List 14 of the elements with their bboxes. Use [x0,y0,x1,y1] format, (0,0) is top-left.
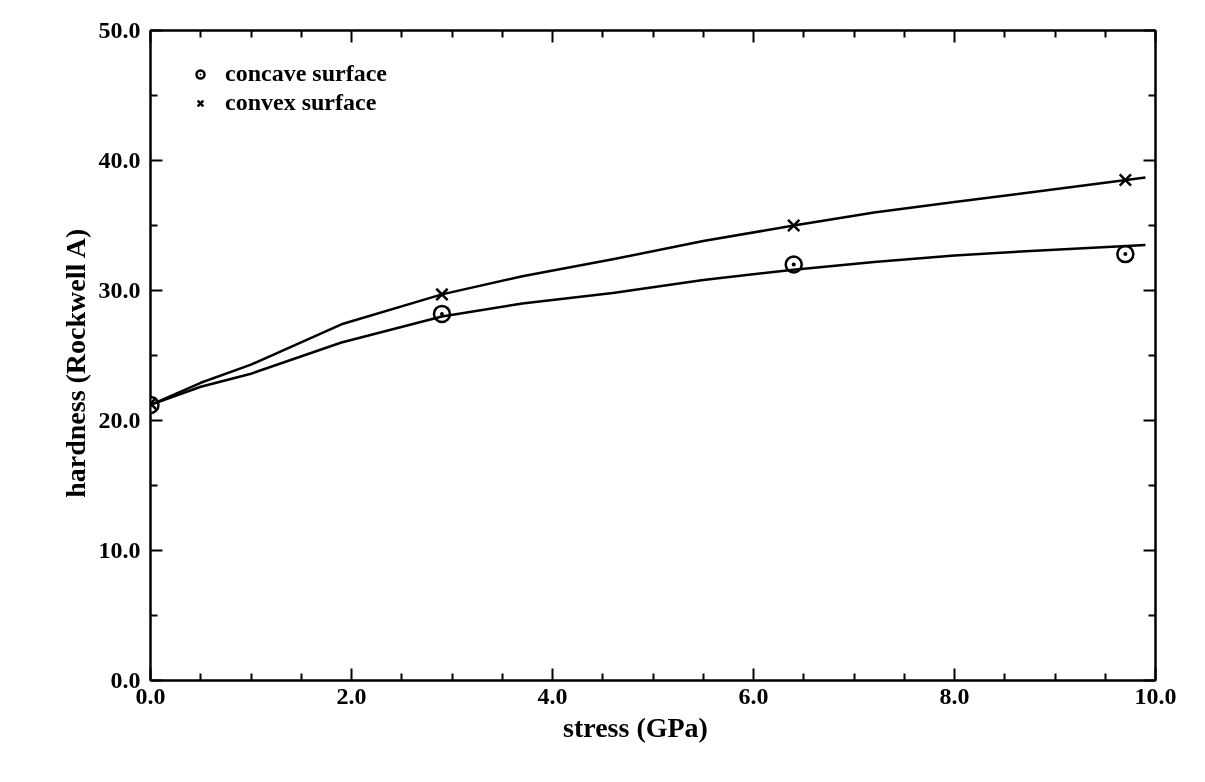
x-tick-label: 6.0 [738,682,769,709]
x-tick-label: 2.0 [336,682,367,709]
legend-label: concave surface [225,60,387,87]
legend-label: convex surface [225,89,377,116]
y-tick-label: 50.0 [98,17,141,43]
x-tick-label: 4.0 [537,682,568,709]
y-tick-label: 10.0 [98,537,141,563]
x-axis-title: stress (GPa) [563,711,708,743]
y-axis-title: hardness (Rockwell A) [59,228,91,498]
y-tick-label: 20.0 [98,407,141,433]
y-tick-label: 40.0 [98,147,141,173]
x-tick-label: 10.0 [1134,682,1177,709]
y-tick-label: 30.0 [98,277,141,303]
x-tick-label: 8.0 [939,682,970,709]
